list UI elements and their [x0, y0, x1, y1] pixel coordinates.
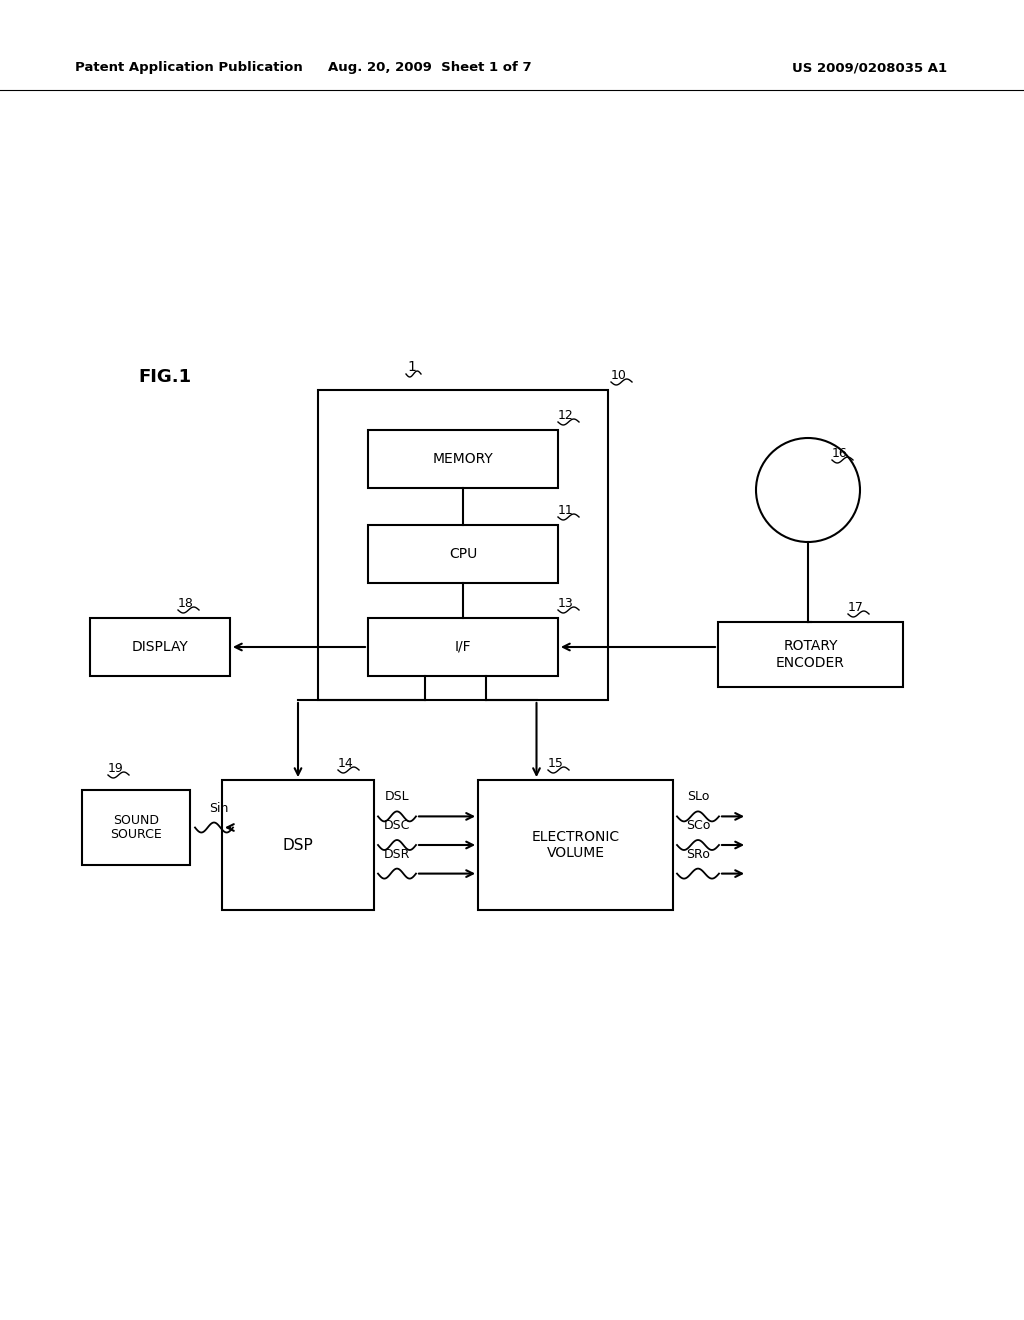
Text: 12: 12 — [558, 409, 573, 422]
Text: 19: 19 — [108, 762, 124, 775]
Bar — [82, 789, 190, 865]
Text: DSR: DSR — [384, 847, 411, 861]
Text: I/F: I/F — [455, 640, 471, 653]
Bar — [478, 780, 673, 909]
Text: Aug. 20, 2009  Sheet 1 of 7: Aug. 20, 2009 Sheet 1 of 7 — [328, 62, 531, 74]
Text: 14: 14 — [338, 756, 353, 770]
Text: DSL: DSL — [385, 791, 410, 804]
Bar — [318, 389, 608, 700]
Text: DSP: DSP — [283, 837, 313, 853]
Text: 18: 18 — [178, 597, 194, 610]
Bar — [718, 622, 903, 686]
Text: 1: 1 — [408, 360, 417, 374]
Text: ELECTRONIC
VOLUME: ELECTRONIC VOLUME — [531, 830, 620, 861]
Text: 15: 15 — [548, 756, 564, 770]
Text: 10: 10 — [611, 370, 627, 381]
Bar — [368, 430, 558, 488]
Text: US 2009/0208035 A1: US 2009/0208035 A1 — [793, 62, 947, 74]
Text: SCo: SCo — [686, 818, 711, 832]
Text: Patent Application Publication: Patent Application Publication — [75, 62, 303, 74]
Bar — [368, 525, 558, 583]
Text: SOUND
SOURCE: SOUND SOURCE — [111, 813, 162, 842]
Text: 13: 13 — [558, 597, 573, 610]
Bar — [368, 618, 558, 676]
Text: CPU: CPU — [449, 546, 477, 561]
Bar — [222, 780, 374, 909]
Text: DSC: DSC — [384, 818, 411, 832]
Text: MEMORY: MEMORY — [432, 451, 494, 466]
Text: 11: 11 — [558, 504, 573, 517]
Bar — [90, 618, 230, 676]
Text: Sin: Sin — [209, 803, 228, 816]
Text: 16: 16 — [831, 447, 848, 459]
Text: FIG.1: FIG.1 — [138, 368, 191, 385]
Text: DISPLAY: DISPLAY — [132, 640, 188, 653]
Text: SRo: SRo — [686, 847, 710, 861]
Text: 17: 17 — [848, 601, 864, 614]
Text: ROTARY
ENCODER: ROTARY ENCODER — [776, 639, 845, 669]
Text: SLo: SLo — [687, 791, 710, 804]
